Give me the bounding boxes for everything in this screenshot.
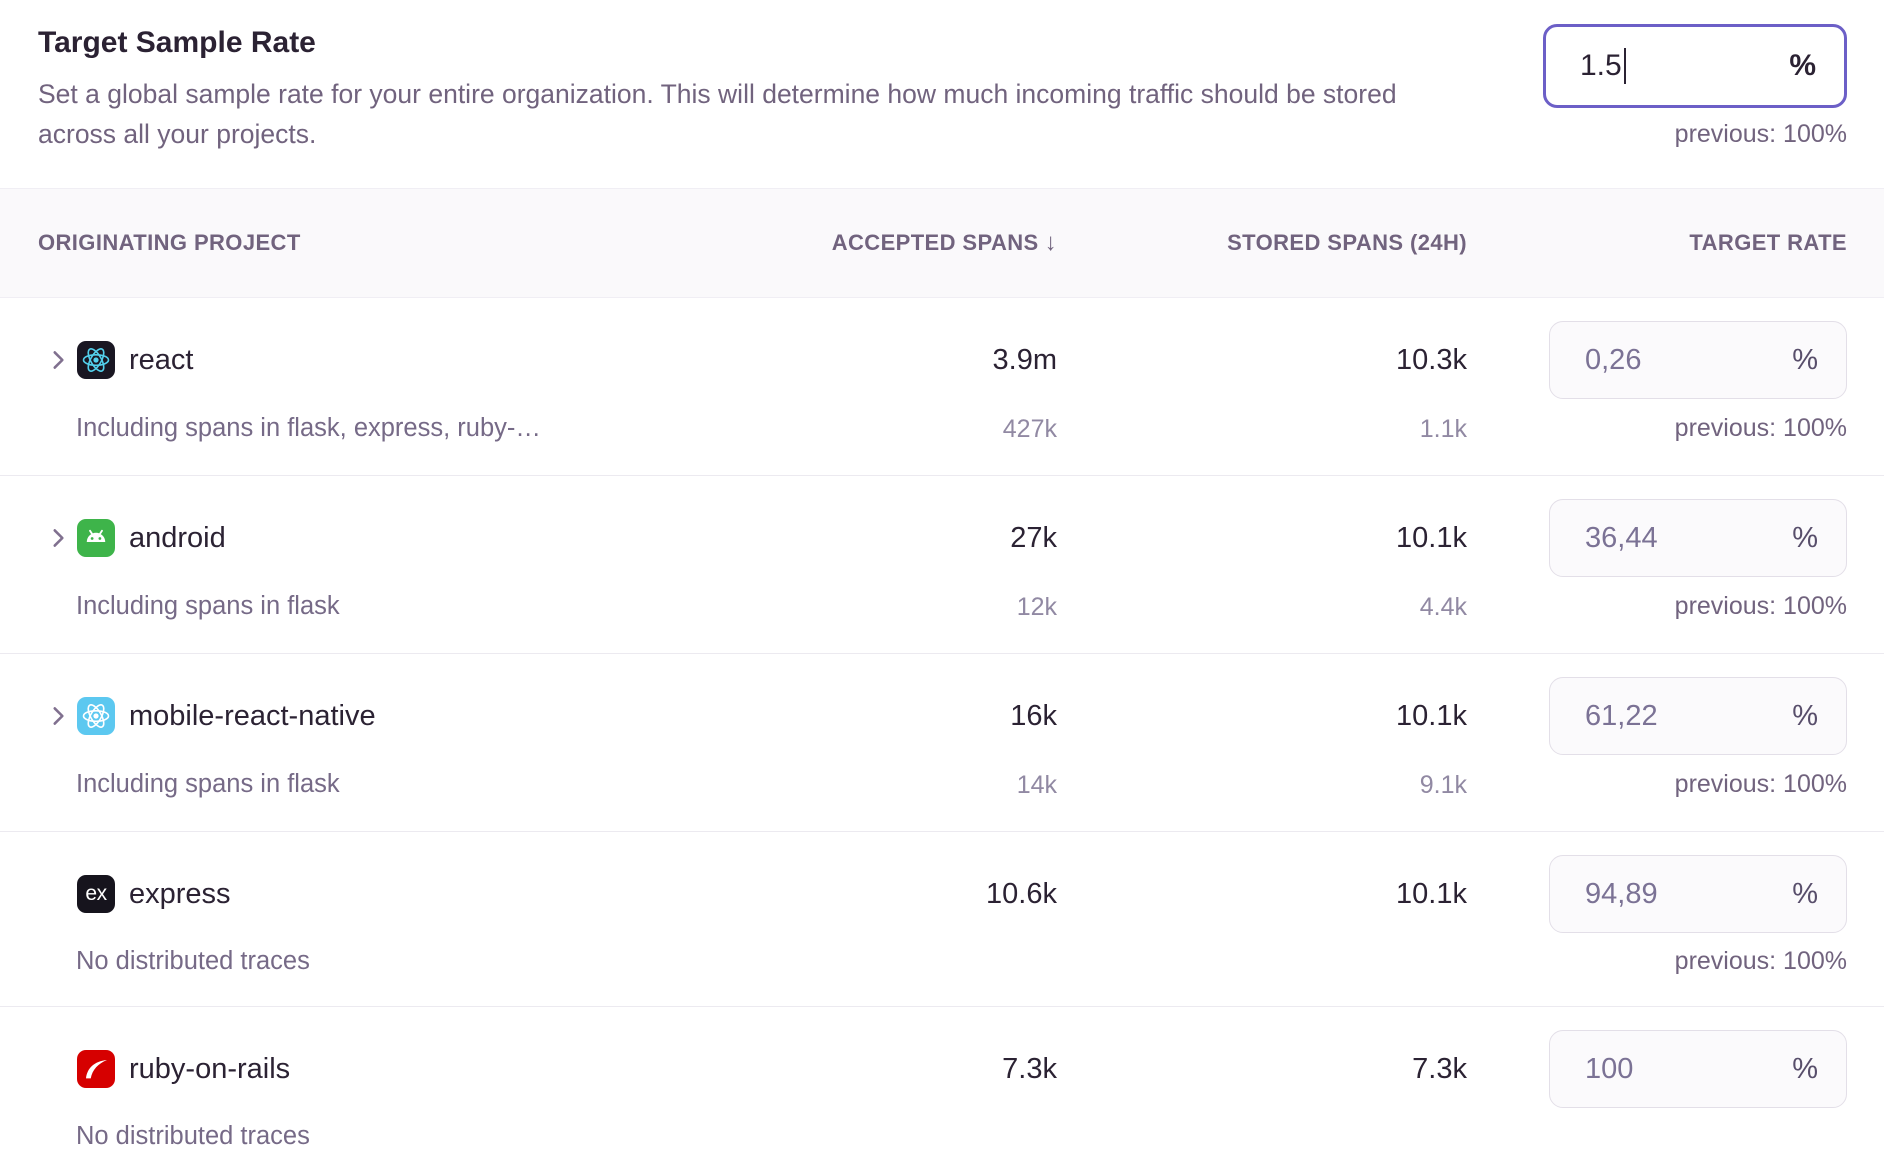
project-target-rate-input[interactable]: 94,89 % — [1549, 855, 1847, 933]
distributed-traces-note: No distributed traces — [76, 1121, 310, 1150]
table-row: android 27k 10.1k 36,44 % Including span… — [0, 475, 1884, 653]
sort-descending-icon: ↓ — [1044, 229, 1057, 256]
accepted-spans-value: 27k — [1010, 521, 1057, 554]
target-rate-value: 100 — [1585, 1052, 1634, 1085]
project-name: mobile-react-native — [129, 699, 376, 732]
target-rate-value: 61,22 — [1585, 699, 1658, 732]
previous-rate-label: previous: 100% — [1674, 414, 1847, 442]
percent-suffix: % — [1792, 877, 1818, 910]
page-title: Target Sample Rate — [38, 26, 316, 59]
distributed-traces-note: Including spans in flask — [76, 592, 340, 620]
percent-suffix: % — [1792, 699, 1818, 732]
accepted-spans-value: 16k — [1010, 699, 1057, 732]
target-rate-value: 94,89 — [1585, 877, 1658, 910]
expand-row-button[interactable] — [45, 525, 71, 551]
table-row: mobile-react-native 16k 10.1k 61,22 % In… — [0, 653, 1884, 831]
project-target-rate-input[interactable]: 61,22 % — [1549, 677, 1847, 755]
project-name: react — [129, 343, 194, 376]
target-rate-value: 0,26 — [1585, 343, 1642, 376]
percent-suffix: % — [1792, 521, 1818, 554]
table-row: ruby-on-rails 7.3k 7.3k 100 % No distrib… — [0, 1006, 1884, 1160]
project-target-rate-input[interactable]: 100 % — [1549, 1030, 1847, 1108]
previous-rate-label: previous: 100% — [1674, 770, 1847, 798]
ruby-on-rails-icon — [77, 1050, 115, 1088]
stored-spans-value: 10.1k — [1396, 877, 1467, 910]
page-description: Set a global sample rate for your entire… — [38, 79, 1397, 149]
distributed-traces-note: Including spans in flask — [76, 770, 340, 798]
global-sample-rate-input[interactable]: 1.5 % — [1543, 24, 1847, 108]
percent-suffix: % — [1789, 49, 1816, 82]
chevron-right-icon — [53, 351, 64, 369]
header-section: Target Sample Rate Set a global sample r… — [0, 0, 1884, 154]
percent-suffix: % — [1792, 1052, 1818, 1085]
previous-rate-label: previous: 100% — [1674, 946, 1847, 975]
project-name: android — [129, 521, 226, 554]
distributed-traces-note: Including spans in flask, express, ruby-… — [76, 414, 541, 442]
target-rate-value: 36,44 — [1585, 521, 1658, 554]
column-stored-spans: STORED SPANS (24H) — [1227, 230, 1467, 255]
react-icon — [77, 341, 115, 379]
android-icon — [77, 519, 115, 557]
project-target-rate-input[interactable]: 36,44 % — [1549, 499, 1847, 577]
column-accepted-spans-sort[interactable]: ACCEPTED SPANS ↓ — [831, 229, 1057, 256]
table-header: ORIGINATING PROJECT ACCEPTED SPANS ↓ STOR… — [0, 188, 1884, 298]
percent-suffix: % — [1792, 343, 1818, 376]
global-previous-rate-label: previous: 100% — [1674, 120, 1847, 148]
project-name: ruby-on-rails — [129, 1052, 291, 1085]
table-row: ex express 10.6k 10.1k 94,89 % No distri… — [0, 831, 1884, 1006]
react-native-icon — [77, 697, 115, 735]
accepted-spans-value: 3.9m — [992, 343, 1057, 376]
column-originating-project: ORIGINATING PROJECT — [38, 230, 301, 255]
distributed-traces-note: No distributed traces — [76, 946, 310, 975]
accepted-spans-sub-value: 12k — [1016, 593, 1057, 621]
text-cursor — [1623, 48, 1626, 84]
stored-spans-sub-value: 4.4k — [1419, 593, 1467, 621]
chevron-right-icon — [53, 707, 64, 725]
stored-spans-sub-value: 1.1k — [1419, 415, 1467, 443]
express-icon: ex — [77, 875, 115, 913]
project-name: express — [129, 877, 231, 910]
global-sample-rate-value: 1.5 — [1580, 49, 1622, 82]
accepted-spans-sub-value: 427k — [1002, 415, 1057, 443]
project-target-rate-input[interactable]: 0,26 % — [1549, 321, 1847, 399]
expand-row-button[interactable] — [45, 703, 71, 729]
stored-spans-value: 10.1k — [1396, 699, 1467, 732]
accepted-spans-value: 10.6k — [986, 877, 1057, 910]
accepted-spans-sub-value: 14k — [1016, 771, 1057, 799]
previous-rate-label: previous: 100% — [1674, 592, 1847, 620]
stored-spans-value: 7.3k — [1412, 1052, 1467, 1085]
stored-spans-value: 10.1k — [1396, 521, 1467, 554]
chevron-right-icon — [53, 529, 64, 547]
stored-spans-value: 10.3k — [1396, 343, 1467, 376]
table-row: react 3.9m 10.3k 0,26 % Including spans … — [0, 298, 1884, 475]
expand-row-button[interactable] — [45, 347, 71, 373]
stored-spans-sub-value: 9.1k — [1419, 771, 1467, 799]
column-target-rate: TARGET RATE — [1689, 230, 1847, 255]
accepted-spans-value: 7.3k — [1002, 1052, 1057, 1085]
